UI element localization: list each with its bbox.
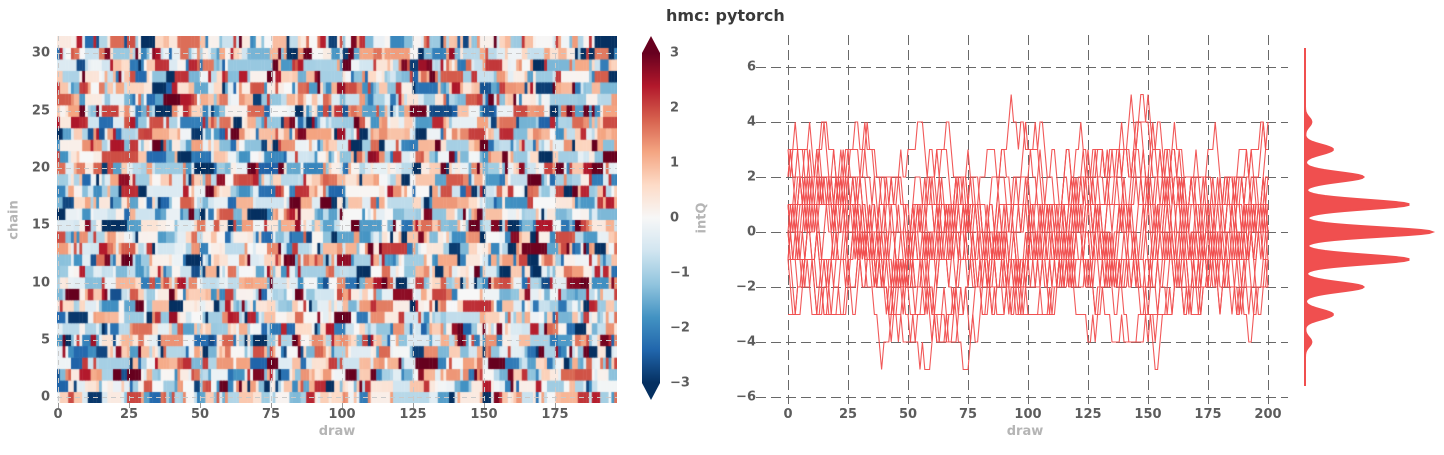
heatmap-x-tick-label: 25 (119, 407, 139, 422)
heatmap-x-tick-label: 150 (470, 407, 498, 422)
heatmap-y-tick-label: 5 (40, 332, 50, 348)
heatmap-x-tickmark (342, 403, 343, 408)
trace-line (788, 176, 1268, 316)
heatmap-x-tick-label: 75 (261, 407, 281, 422)
heatmap-hgridline (57, 53, 617, 55)
heatmap-vgridline (413, 36, 414, 403)
trace-y-tick-label: 0 (746, 224, 756, 240)
colorbar-tick-label: −1 (670, 265, 690, 281)
colorbar (642, 36, 660, 400)
trace-x-tickmark (908, 397, 909, 404)
heatmap-vgridline (342, 36, 343, 403)
colorbar-tick-label: 1 (670, 155, 680, 171)
heatmap-x-tickmark (271, 403, 272, 408)
trace-xaxis-label: draw (1006, 424, 1044, 439)
trace-x-tick-label: 75 (958, 407, 978, 422)
colorbar-tick-label: 3 (670, 45, 680, 61)
trace-x-tick-label: 25 (838, 407, 858, 422)
trace-x-tick-label: 50 (898, 407, 918, 422)
heatmap-hgridline (57, 339, 617, 341)
heatmap-y-tick-label: 30 (31, 45, 50, 61)
heatmap-hgridline (57, 225, 617, 227)
trace-y-tick-label: 2 (746, 169, 756, 185)
trace-x-tick-label: 0 (783, 407, 793, 422)
heatmap-gridlines (57, 36, 617, 403)
heatmap-x-tickmark (413, 403, 414, 408)
heatmap-y-tick-label: 15 (31, 217, 50, 233)
heatmap-yaxis-label: chain (6, 200, 22, 240)
chain-draw-heatmap (57, 36, 617, 403)
intq-axis-label: intQ (694, 202, 710, 234)
heatmap-hgridline (57, 397, 617, 399)
heatmap-x-tick-label: 125 (399, 407, 427, 422)
heatmap-x-tickmark (58, 403, 59, 408)
heatmap-hgridline (57, 110, 617, 112)
trace-x-tickmark (1268, 397, 1269, 404)
trace-x-tickmark (788, 397, 789, 404)
heatmap-vgridline (484, 36, 485, 403)
trace-y-tick-label: 4 (746, 114, 756, 130)
heatmap-y-tick-label: 0 (40, 389, 50, 405)
heatmap-y-tick-label: 25 (31, 103, 50, 119)
heatmap-x-tick-label: 175 (541, 407, 569, 422)
heatmap-x-tickmark (129, 403, 130, 408)
heatmap-xaxis-label: draw (318, 424, 356, 439)
heatmap-hgridline (57, 167, 617, 169)
trace-line (787, 121, 1269, 343)
trace-y-tick-label: −4 (736, 334, 756, 350)
colorbar-gradient (642, 53, 660, 383)
trace-x-tickmark (1028, 397, 1029, 404)
trace-x-tick-label: 175 (1194, 407, 1222, 422)
trace-line (788, 121, 1268, 371)
colorbar-tick-label: −2 (670, 320, 690, 336)
heatmap-x-tickmark (484, 403, 485, 408)
trace-lines (787, 93, 1269, 371)
plot-title: hmc: pytorch (666, 6, 785, 25)
trace-y-tick-label: −2 (736, 279, 756, 295)
colorbar-tick-label: 2 (670, 100, 680, 116)
heatmap-x-tick-label: 50 (190, 407, 210, 422)
heatmap-x-tick-label: 0 (53, 407, 63, 422)
trace-line (787, 176, 1268, 316)
colorbar-extend-arrow-bottom (642, 383, 660, 400)
trace-x-tickmark (1148, 397, 1149, 404)
heatmap-vgridline (58, 36, 59, 403)
marginal-kde (1304, 48, 1436, 386)
colorbar-tick-label: 0 (670, 210, 680, 226)
trace-y-tick-label: −6 (736, 389, 756, 405)
colorbar-tick-label: −3 (670, 375, 690, 391)
heatmap-vgridline (271, 36, 272, 403)
trace-plot-area (756, 35, 1288, 398)
trace-x-tickmark (1088, 397, 1089, 404)
trace-line (788, 121, 1269, 315)
trace-x-tickmark (968, 397, 969, 404)
trace-x-tick-label: 200 (1254, 407, 1282, 422)
trace-x-tickmark (1208, 397, 1209, 404)
trace-line (788, 93, 1268, 343)
colorbar-extend-arrow-top (642, 36, 660, 53)
heatmap-hgridline (57, 282, 617, 284)
trace-x-tick-label: 150 (1134, 407, 1162, 422)
heatmap-vgridline (200, 36, 201, 403)
heatmap-y-tick-label: 20 (31, 160, 50, 176)
trace-line (787, 148, 1269, 343)
heatmap-x-tickmark (555, 403, 556, 408)
heatmap-y-tick-label: 10 (31, 275, 50, 291)
trace-x-tick-label: 100 (1014, 407, 1042, 422)
trace-y-tick-label: 6 (746, 59, 756, 75)
heatmap-vgridline (129, 36, 130, 403)
heatmap-x-tick-label: 100 (328, 407, 356, 422)
kde-area (1304, 48, 1436, 386)
trace-x-tick-label: 125 (1074, 407, 1102, 422)
heatmap-x-tickmark (200, 403, 201, 408)
trace-x-tickmark (848, 397, 849, 404)
heatmap-vgridline (555, 36, 556, 403)
